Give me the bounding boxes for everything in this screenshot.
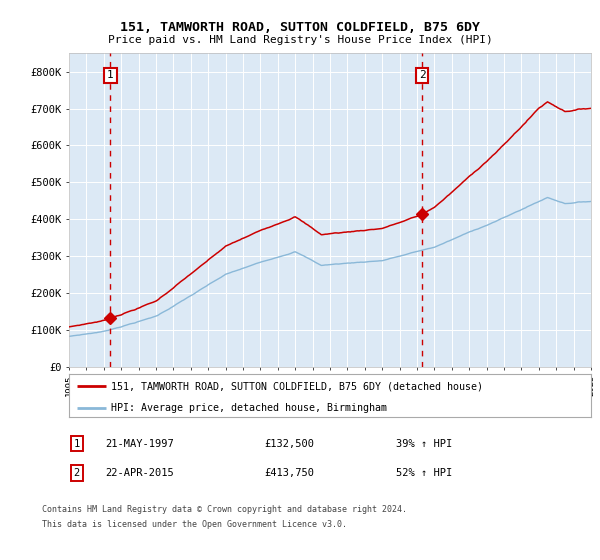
Text: 1: 1	[107, 71, 114, 80]
Text: 21-MAY-1997: 21-MAY-1997	[105, 438, 174, 449]
Text: Price paid vs. HM Land Registry's House Price Index (HPI): Price paid vs. HM Land Registry's House …	[107, 35, 493, 45]
Text: 2: 2	[419, 71, 425, 80]
Text: HPI: Average price, detached house, Birmingham: HPI: Average price, detached house, Birm…	[111, 403, 387, 413]
Text: £413,750: £413,750	[264, 468, 314, 478]
Text: £132,500: £132,500	[264, 438, 314, 449]
Text: 1: 1	[74, 438, 80, 449]
Text: 22-APR-2015: 22-APR-2015	[105, 468, 174, 478]
Text: This data is licensed under the Open Government Licence v3.0.: This data is licensed under the Open Gov…	[42, 520, 347, 529]
Text: Contains HM Land Registry data © Crown copyright and database right 2024.: Contains HM Land Registry data © Crown c…	[42, 505, 407, 514]
Text: 39% ↑ HPI: 39% ↑ HPI	[396, 438, 452, 449]
Text: 52% ↑ HPI: 52% ↑ HPI	[396, 468, 452, 478]
Text: 2: 2	[74, 468, 80, 478]
Text: 151, TAMWORTH ROAD, SUTTON COLDFIELD, B75 6DY: 151, TAMWORTH ROAD, SUTTON COLDFIELD, B7…	[120, 21, 480, 34]
Text: 151, TAMWORTH ROAD, SUTTON COLDFIELD, B75 6DY (detached house): 151, TAMWORTH ROAD, SUTTON COLDFIELD, B7…	[111, 381, 483, 391]
